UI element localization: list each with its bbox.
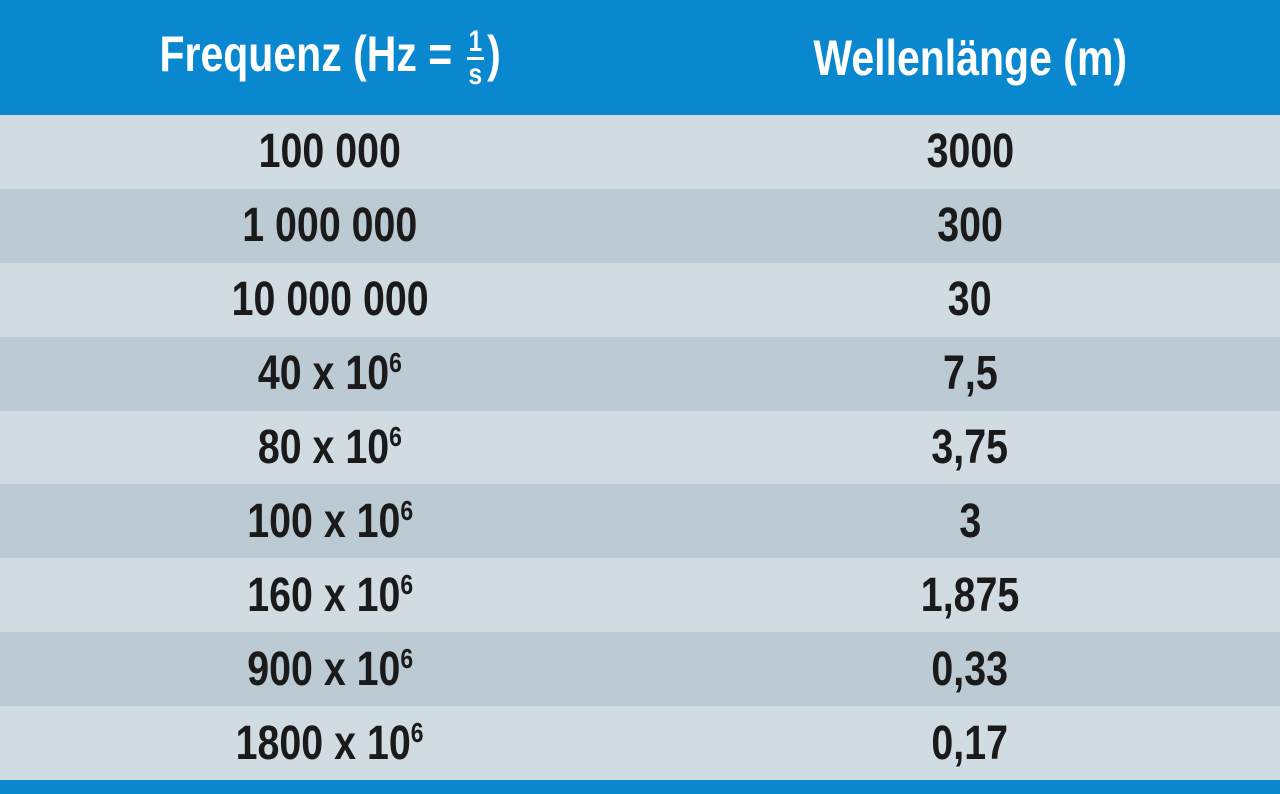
header-close-paren: ) — [486, 26, 501, 83]
frequency-value: 100 000 — [258, 125, 402, 179]
frequency-value: 80 x 10 — [257, 421, 390, 474]
table-row: 160 x 106 1,875 — [0, 558, 1280, 633]
wavelength-cell: 3000 — [660, 115, 1280, 189]
frequency-value: 10 000 000 — [231, 273, 429, 327]
table-row: 900 x 106 0,33 — [0, 632, 1280, 707]
frequency-cell: 80 x 106 — [0, 411, 660, 485]
table-row: 40 x 106 7,5 — [0, 336, 1280, 411]
table-row: 80 x 106 3,75 — [0, 410, 1280, 485]
frequency-value: 100 x 10 — [246, 494, 401, 548]
wavelength-cell: 7,5 — [660, 337, 1280, 411]
frequency-exponent: 6 — [400, 642, 413, 674]
table-row: 1800 x 106 0,17 — [0, 706, 1280, 781]
frequency-cell: 900 x 106 — [0, 632, 660, 706]
wavelength-value: 1,875 — [920, 568, 1020, 622]
frequency-exponent: 6 — [400, 568, 413, 600]
fraction-one-over-s: 1 s — [466, 24, 484, 91]
wavelength-cell: 1,875 — [660, 558, 1280, 632]
frequency-exponent: 6 — [411, 716, 424, 748]
wavelength-cell: 0,33 — [660, 632, 1280, 706]
fraction-numerator: 1 — [466, 24, 484, 60]
frequency-value: 40 x 10 — [257, 347, 390, 401]
wavelength-cell: 30 — [660, 263, 1280, 337]
wavelength-cell: 3 — [660, 484, 1280, 558]
frequency-cell: 10 000 000 — [0, 263, 660, 337]
header-wavelength: Wellenlänge (m) — [660, 0, 1280, 115]
wavelength-value: 3,75 — [931, 421, 1009, 474]
wavelength-cell: 3,75 — [660, 411, 1280, 485]
frequency-exponent: 6 — [389, 347, 403, 379]
table-row: 100 000 3000 — [0, 115, 1280, 189]
frequency-exponent: 6 — [400, 494, 413, 526]
wavelength-value: 300 — [937, 199, 1003, 253]
table-header: Frequenz (Hz = 1 s ) Wellenlänge (m) — [0, 0, 1280, 115]
wavelength-value: 0,17 — [931, 716, 1009, 770]
wavelength-value: 7,5 — [942, 347, 998, 401]
table-row: 100 x 106 3 — [0, 484, 1280, 559]
frequency-value: 900 x 10 — [246, 642, 401, 696]
frequency-cell: 160 x 106 — [0, 558, 660, 632]
wavelength-cell: 0,17 — [660, 706, 1280, 780]
wavelength-cell: 300 — [660, 189, 1280, 263]
frequency-cell: 100 000 — [0, 115, 660, 189]
frequency-value: 1 000 000 — [242, 199, 418, 253]
header-frequency-label: Frequenz (Hz = — [159, 26, 453, 83]
wavelength-value: 30 — [948, 273, 992, 327]
frequency-exponent: 6 — [389, 421, 403, 452]
frequency-value: 160 x 10 — [246, 568, 401, 622]
header-frequency: Frequenz (Hz = 1 s ) — [0, 0, 660, 115]
table-row: 10 000 000 30 — [0, 262, 1280, 337]
table-row: 1 000 000 300 — [0, 188, 1280, 263]
wavelength-value: 3 — [959, 494, 981, 548]
bottom-border — [0, 780, 1280, 794]
frequency-cell: 100 x 106 — [0, 484, 660, 558]
frequency-cell: 1 000 000 — [0, 189, 660, 263]
table-body: 100 000 3000 1 000 000 300 10 000 000 30 40 x … — [0, 115, 1280, 781]
frequency-cell: 1800 x 106 — [0, 706, 660, 780]
wavelength-value: 0,33 — [931, 642, 1009, 696]
frequency-value: 1800 x 10 — [236, 716, 412, 770]
fraction-denominator: s — [468, 57, 483, 91]
frequency-cell: 40 x 106 — [0, 337, 660, 411]
wavelength-value: 3000 — [926, 125, 1014, 179]
header-wavelength-label: Wellenlänge (m) — [813, 29, 1127, 86]
